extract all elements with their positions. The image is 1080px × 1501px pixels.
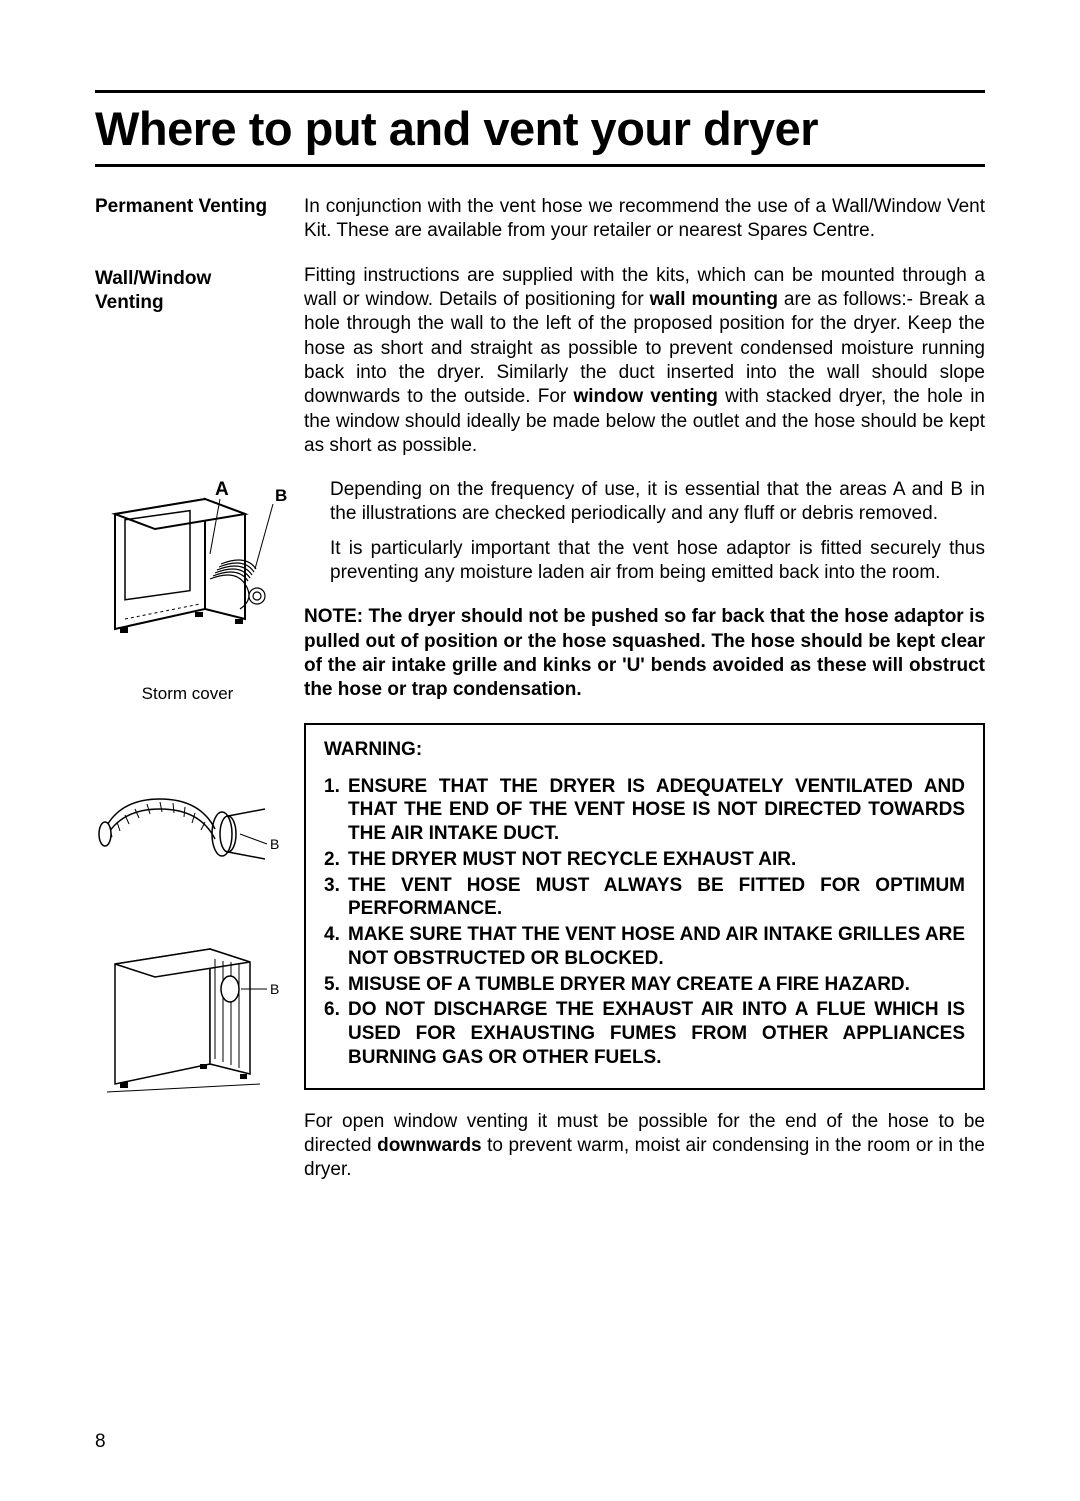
diagram-caption-storm: Storm cover: [95, 684, 280, 704]
para-permanent: In conjunction with the vent hose we rec…: [304, 195, 985, 244]
warning-item: 3.THE VENT HOSE MUST ALWAYS BE FITTED FO…: [324, 874, 965, 922]
page-number: 8: [95, 1431, 106, 1453]
para-checkareas: Depending on the frequency of use, it is…: [330, 478, 985, 527]
page-title: Where to put and vent your dryer: [95, 101, 985, 156]
label-b-2-svg: B: [270, 836, 279, 852]
label-b-1: B: [275, 486, 287, 506]
para-adaptor: It is particularly important that the ve…: [330, 537, 985, 586]
dryer-rear-illustration-icon: B: [95, 934, 280, 1104]
warning-item: 4.MAKE SURE THAT THE VENT HOSE AND AIR I…: [324, 923, 965, 971]
note-para: NOTE: The dryer should not be pushed so …: [304, 605, 985, 702]
para-wallwindow: Fitting instructions are supplied with t…: [304, 264, 985, 459]
warning-item: 6.DO NOT DISCHARGE THE EXHAUST AIR INTO …: [324, 998, 965, 1069]
storm-cover-illustration-icon: [95, 484, 280, 644]
p4b: downwards: [377, 1135, 482, 1156]
right-column: In conjunction with the vent hose we rec…: [304, 195, 985, 1203]
diagram-hose-wall: B: [95, 774, 280, 904]
diagram-dryer-rear: B: [95, 934, 280, 1104]
left-column: Permanent Venting Wall/Window Venting: [95, 195, 280, 1203]
content-grid: Permanent Venting Wall/Window Venting: [95, 195, 985, 1203]
warning-item: 1.ENSURE THAT THE DRYER IS ADEQUATELY VE…: [324, 775, 965, 846]
diagram-storm-cover: A B Storm cover: [95, 484, 280, 704]
under-title-rule: [95, 164, 985, 167]
wall-vent-illustration-icon: B: [95, 774, 280, 904]
label-a: A: [215, 479, 229, 501]
side-heading-permanent: Permanent Venting: [95, 195, 280, 219]
para-openwindow: For open window venting it must be possi…: [304, 1110, 985, 1183]
label-b-3-svg: B: [270, 981, 279, 997]
warning-box: WARNING: 1.ENSURE THAT THE DRYER IS ADEQ…: [304, 723, 985, 1090]
warning-title: WARNING:: [324, 739, 965, 761]
top-rule: [95, 90, 985, 93]
warning-item: 5.MISUSE OF A TUMBLE DRYER MAY CREATE A …: [324, 973, 965, 997]
p2d: window venting: [573, 386, 717, 407]
warning-list: 1.ENSURE THAT THE DRYER IS ADEQUATELY VE…: [324, 775, 965, 1070]
p2b: wall mounting: [650, 289, 778, 310]
warning-item: 2.THE DRYER MUST NOT RECYCLE EXHAUST AIR…: [324, 848, 965, 872]
side-heading-wallwindow: Wall/Window Venting: [95, 267, 280, 315]
